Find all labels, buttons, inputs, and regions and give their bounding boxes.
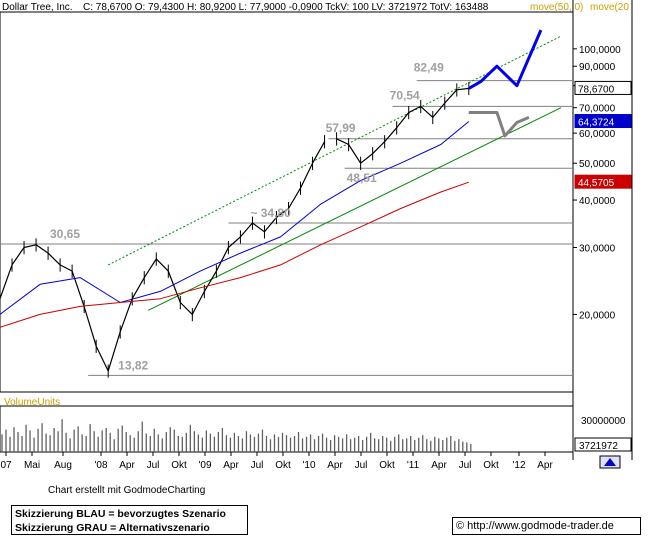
value-tag — [574, 114, 632, 129]
value-tag-label: 64,3724 — [578, 118, 615, 129]
volume-label: VolumeUnits — [4, 397, 60, 408]
x-tick-label: Okt — [171, 460, 187, 471]
x-tick-label: Apr — [223, 460, 239, 471]
x-tick-label: Apr — [537, 460, 553, 471]
y-tick-label: 90,0000 — [579, 62, 616, 73]
series-ma_red — [0, 181, 469, 328]
series-ma_blue — [0, 121, 470, 315]
level-label: 13,82 — [118, 358, 148, 372]
value-tag-label: 78,6700 — [578, 84, 615, 95]
x-tick-label: '09 — [198, 460, 211, 471]
volume-panel: VolumeUnits 30000000 3721972 — [0, 397, 632, 453]
series-price — [336, 87, 469, 164]
y-tick-label: 20,0000 — [579, 310, 616, 321]
value-tag-label: 44,5705 — [578, 178, 615, 189]
x-tick-label: '08 — [94, 460, 107, 471]
x-tick-label: Jul — [459, 460, 472, 471]
level-label: 48,51 — [347, 171, 377, 185]
series-group — [0, 29, 543, 378]
legend-line-blue: Skizzierung BLAU = bevorzugtes Szenario — [15, 508, 226, 520]
quote-line: C: 78,6700 O: 79,4300 H: 80,9200 L: 77,9… — [83, 2, 489, 13]
level-label: 82,49 — [414, 61, 444, 75]
y-tick-label: 30,0000 — [579, 244, 616, 255]
level-label: ~ 34,80 — [250, 206, 291, 220]
y-tick-label: 50,0000 — [579, 159, 616, 170]
y-tick-label: 100,0000 — [579, 45, 621, 56]
horizontal-levels — [0, 80, 573, 376]
trendline-lower — [148, 107, 562, 311]
y-tick-label: 70,0000 — [579, 104, 616, 115]
x-tick-label: Jul — [147, 460, 160, 471]
y-tick-label: 60,0000 — [579, 129, 616, 140]
trendline-upper — [107, 35, 562, 266]
x-tick-label: Okt — [275, 460, 291, 471]
x-tick-label: Apr — [119, 460, 135, 471]
series-scenario_blue — [468, 29, 543, 90]
trendlines — [107, 35, 562, 311]
volume-tick-label: 30000000 — [581, 416, 626, 427]
x-tick-label: Jul — [251, 460, 264, 471]
chart-frame — [0, 0, 633, 460]
x-tick-label: '10 — [302, 460, 315, 471]
x-tick-label: '12 — [512, 460, 525, 471]
x-tick-label: Okt — [379, 460, 395, 471]
url-text: http://www.godmode-trader.de — [467, 520, 614, 532]
indicator-label: move(50, 0) — [530, 2, 583, 13]
level-label: 30,65 — [50, 227, 80, 241]
x-tick-label: '11 — [407, 460, 420, 471]
price-panel-border — [0, 11, 574, 393]
arrow-up-icon — [604, 458, 616, 466]
x-tick-label: Mai — [24, 460, 40, 471]
value-tag — [574, 80, 632, 95]
level-annotations: 82,49 70,54 57,99 48,51 ~ 34,80 30,65 13,82 — [50, 61, 444, 373]
scenario-legend: Skizzierung BLAU = bevorzugtes Szenario … — [11, 505, 248, 535]
chart-credit: Chart erstellt mit GodmodeCharting — [48, 485, 206, 496]
chart-title: Dollar Tree, Inc. — [2, 2, 73, 13]
value-tags: 78,6700 64,3724 44,5705 — [574, 80, 632, 189]
copyright-icon: © — [456, 520, 465, 532]
x-tick-label: Apr — [431, 460, 447, 471]
x-tick-label: 07 — [0, 460, 12, 471]
url-link[interactable]: © http://www.godmode-trader.de — [452, 517, 641, 535]
volume-last-label: 3721972 — [579, 441, 618, 452]
legend-line-gray: Skizzierung GRAU = Alternativszenario — [15, 522, 210, 534]
y-tick-label: 40,0000 — [579, 196, 616, 207]
value-tag — [574, 174, 632, 189]
indicator-label-2: move(20 — [590, 2, 629, 13]
x-tick-label: Jul — [355, 460, 368, 471]
x-tick-label: Apr — [327, 460, 343, 471]
x-tick-label: Okt — [483, 460, 499, 471]
volume-last-tag — [574, 437, 632, 452]
series-scenario_gray — [468, 111, 530, 138]
x-tick-label: Aug — [54, 460, 72, 471]
level-label: 57,99 — [326, 121, 356, 135]
series-price — [0, 141, 326, 372]
x-axis: 07 Mai Aug '08 Apr Jul Okt '09 Apr Jul Okt '10 Apr Ju… — [0, 452, 621, 471]
level-label: 70,54 — [390, 88, 420, 102]
header: Dollar Tree, Inc. C: 78,6700 O: 79,4300 H… — [2, 2, 629, 13]
